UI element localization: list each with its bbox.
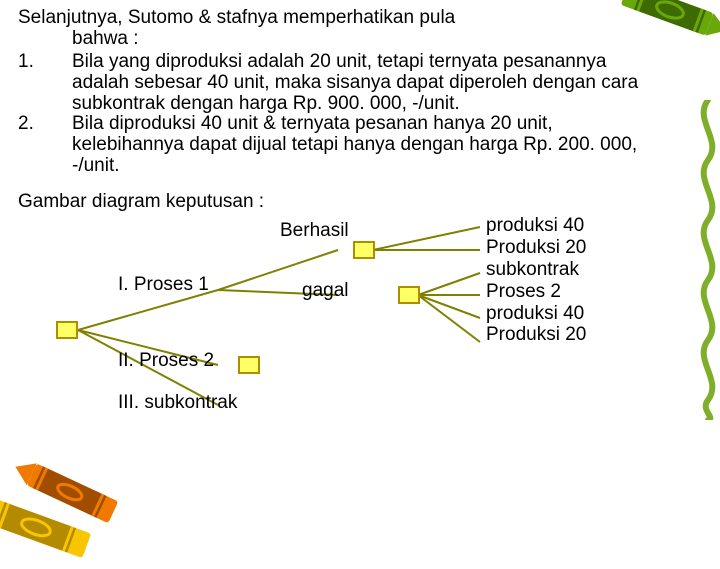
intro-line2: bahwa : [18,29,660,50]
label-proses2: II. Proses 2 [118,351,214,372]
label-gagal: gagal [302,281,349,302]
decision-node-icon [398,286,420,304]
item-number: 2. [18,114,72,177]
list-item: 1. Bila yang diproduksi adalah 20 unit, … [18,52,660,115]
label-berhasil: Berhasil [280,221,349,242]
outcome-item: produksi 40 [486,303,586,325]
decision-node-icon [56,321,78,339]
scribble-icon [688,100,720,426]
outcome-item: produksi 40 [486,215,586,237]
outcome-item: Produksi 20 [486,324,586,346]
outcome-item: Proses 2 [486,281,586,303]
item-text: Bila yang diproduksi adalah 20 unit, tet… [72,52,660,115]
intro-line1: Selanjutnya, Sutomo & stafnya memperhati… [18,8,660,29]
numbered-list: 1. Bila yang diproduksi adalah 20 unit, … [18,52,660,177]
outcome-list: produksi 40 Produksi 20 subkontrak Prose… [486,215,586,346]
label-subkontrak: III. subkontrak [118,393,237,414]
decision-node-icon [238,356,260,374]
decision-diagram: Berhasil I. Proses 1 gagal II. Proses 2 … [18,215,658,425]
item-number: 1. [18,52,72,115]
outcome-item: subkontrak [486,259,586,281]
list-item: 2. Bila diproduksi 40 unit & ternyata pe… [18,114,660,177]
label-proses1: I. Proses 1 [118,275,209,296]
item-text: Bila diproduksi 40 unit & ternyata pesan… [72,114,660,177]
outcome-item: Produksi 20 [486,237,586,259]
decision-node-icon [353,241,375,259]
diagram-title: Gambar diagram keputusan : [18,191,660,213]
